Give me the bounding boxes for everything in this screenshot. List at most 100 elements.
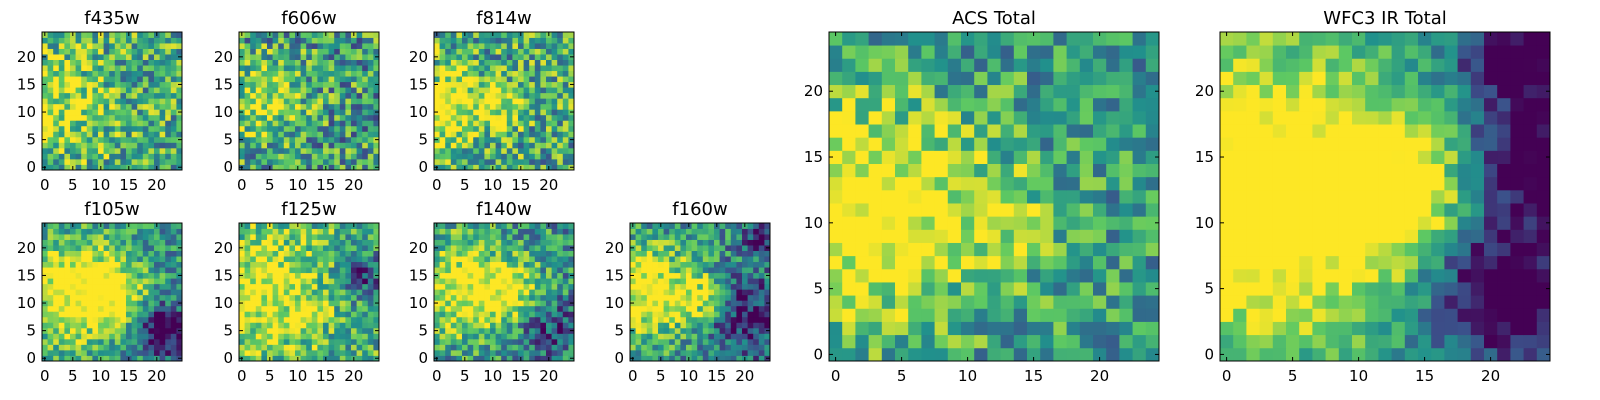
heatmap-cell bbox=[306, 87, 313, 94]
heatmap-cell bbox=[75, 305, 82, 312]
heatmap-cell bbox=[551, 136, 558, 143]
heatmap-cell bbox=[947, 242, 962, 257]
heatmap-cell bbox=[708, 355, 715, 362]
heatmap-cell bbox=[961, 203, 975, 217]
heatmap-cell bbox=[473, 37, 480, 44]
heatmap-cell bbox=[300, 125, 307, 132]
y-tick-label: 20 bbox=[409, 48, 428, 66]
heatmap-cell bbox=[362, 283, 369, 290]
heatmap-cell bbox=[934, 176, 949, 191]
heatmap-cell bbox=[506, 239, 513, 246]
heatmap-cell bbox=[702, 272, 709, 279]
heatmap-cell bbox=[114, 327, 121, 334]
heatmap-cell bbox=[317, 311, 324, 318]
heatmap-cell bbox=[747, 261, 754, 268]
heatmap-cell bbox=[506, 76, 513, 83]
heatmap-cell bbox=[328, 294, 335, 301]
heatmap-cell bbox=[473, 125, 480, 132]
heatmap-cell bbox=[250, 136, 257, 143]
heatmap-cell bbox=[278, 158, 285, 165]
heatmap-cell bbox=[635, 300, 642, 307]
heatmap-cell bbox=[702, 239, 709, 246]
heatmap-cell bbox=[47, 59, 54, 66]
heatmap-cell bbox=[490, 250, 496, 257]
heatmap-cell bbox=[439, 234, 446, 240]
heatmap-cell bbox=[64, 81, 71, 88]
heatmap-cell bbox=[103, 289, 110, 296]
heatmap-cell bbox=[439, 223, 446, 229]
heatmap-cell bbox=[562, 76, 569, 83]
heatmap-cell bbox=[81, 355, 88, 362]
heatmap-cell bbox=[1013, 282, 1028, 296]
heatmap-cell bbox=[289, 278, 296, 285]
heatmap-cell bbox=[131, 43, 138, 49]
heatmap-cell bbox=[501, 32, 508, 38]
heatmap-cell bbox=[261, 142, 268, 149]
heatmap-cell bbox=[120, 164, 127, 171]
heatmap-cell bbox=[490, 54, 496, 60]
heatmap-cell bbox=[317, 114, 324, 121]
heatmap-cell bbox=[1013, 203, 1028, 217]
heatmap-cell bbox=[126, 300, 132, 307]
heatmap-cell bbox=[512, 32, 519, 38]
heatmap-cell bbox=[114, 48, 121, 55]
heatmap-cell bbox=[306, 344, 313, 351]
heatmap-cell bbox=[272, 142, 279, 149]
heatmap-cell bbox=[267, 338, 273, 345]
heatmap-cell bbox=[250, 153, 257, 160]
heatmap-cell bbox=[311, 316, 318, 323]
heatmap-cell bbox=[473, 109, 480, 116]
heatmap-cell bbox=[278, 32, 285, 38]
heatmap-cell bbox=[478, 250, 485, 257]
heatmap-cell bbox=[462, 250, 468, 257]
heatmap-cell bbox=[764, 289, 771, 296]
heatmap-cell bbox=[328, 228, 335, 235]
heatmap-cell bbox=[300, 239, 307, 246]
x-tick-label: 5 bbox=[656, 367, 666, 385]
heatmap-cell bbox=[680, 327, 687, 334]
heatmap-cell bbox=[478, 147, 485, 154]
heatmap-cell bbox=[311, 43, 318, 49]
heatmap-cell bbox=[562, 164, 569, 171]
heatmap-cell bbox=[367, 344, 374, 351]
heatmap-cell bbox=[934, 347, 949, 362]
heatmap-cell bbox=[131, 327, 138, 334]
heatmap-cell bbox=[362, 92, 369, 99]
heatmap-cell bbox=[518, 136, 524, 143]
heatmap-cell bbox=[367, 234, 374, 240]
heatmap-cell bbox=[64, 87, 71, 94]
heatmap-cell bbox=[137, 76, 144, 83]
heatmap-cell bbox=[908, 216, 922, 230]
heatmap-cell bbox=[356, 333, 363, 340]
heatmap-cell bbox=[719, 228, 726, 235]
heatmap-cell bbox=[445, 283, 452, 290]
heatmap-cell bbox=[674, 223, 681, 229]
heatmap-cell bbox=[311, 59, 318, 66]
heatmap-cell bbox=[646, 239, 653, 246]
heatmap-cell bbox=[501, 125, 508, 132]
heatmap-cell bbox=[244, 311, 251, 318]
heatmap-cell bbox=[1106, 242, 1120, 257]
heatmap-cell bbox=[1106, 216, 1120, 230]
heatmap-cell bbox=[529, 76, 536, 83]
heatmap-cell bbox=[98, 37, 104, 44]
heatmap-cell bbox=[114, 261, 121, 268]
heatmap-cell bbox=[635, 250, 642, 257]
heatmap-cell bbox=[278, 327, 285, 334]
heatmap-cell bbox=[47, 43, 54, 49]
heatmap-cell bbox=[120, 70, 127, 77]
heatmap-cell bbox=[725, 245, 732, 251]
x-tick-label: 10 bbox=[91, 176, 110, 194]
heatmap-cell bbox=[540, 338, 547, 345]
heatmap-cell bbox=[456, 114, 463, 121]
heatmap-cell bbox=[512, 131, 519, 138]
heatmap-cell bbox=[176, 322, 183, 329]
heatmap-cell bbox=[306, 272, 313, 279]
heatmap-cell bbox=[456, 142, 463, 149]
heatmap-cell bbox=[356, 153, 363, 160]
heatmap-cell bbox=[75, 103, 82, 110]
heatmap-cell bbox=[255, 256, 262, 263]
heatmap-cell bbox=[239, 59, 245, 66]
heatmap-cell bbox=[725, 338, 732, 345]
heatmap-cell bbox=[362, 333, 369, 340]
